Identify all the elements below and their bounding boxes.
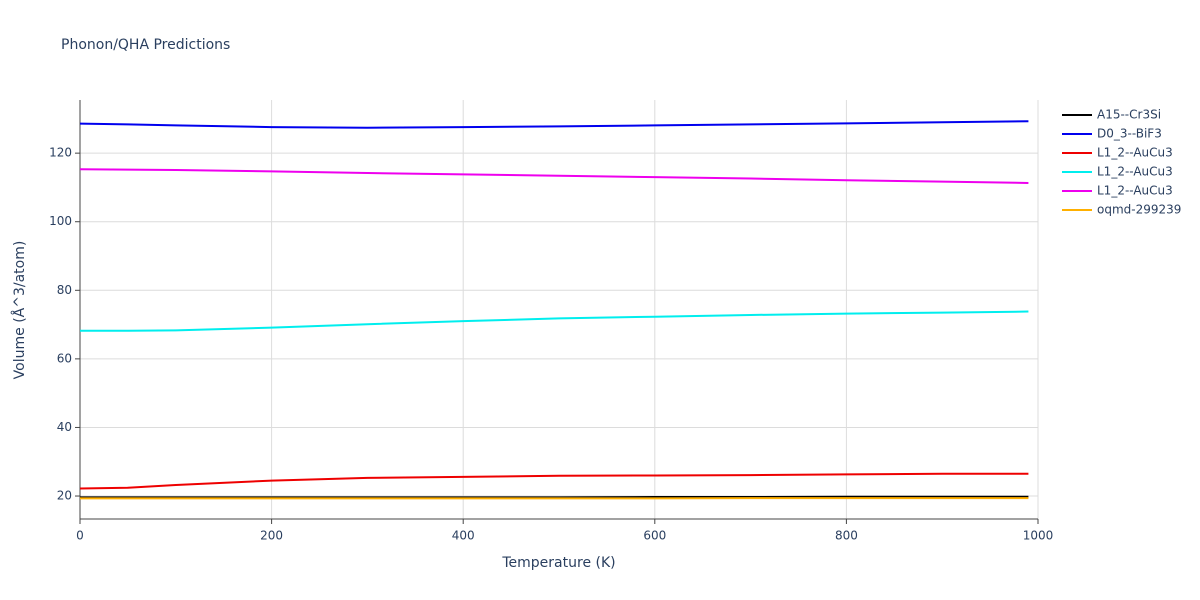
y-tick-label: 100 <box>49 214 72 228</box>
y-tick-label: 60 <box>57 351 72 365</box>
series-line <box>79 120 1029 129</box>
legend-label: L1_2--AuCu3 <box>1097 146 1173 160</box>
x-tick-label: 800 <box>835 529 858 543</box>
series-line <box>79 472 1029 490</box>
y-tick-label: 20 <box>57 489 72 503</box>
y-tick-label: 80 <box>57 283 72 297</box>
legend-label: A15--Cr3Si <box>1097 108 1161 122</box>
x-tick-label: 600 <box>643 529 666 543</box>
chart-title: Phonon/QHA Predictions <box>61 37 230 53</box>
legend-label: L1_2--AuCu3 <box>1097 165 1173 179</box>
x-tick-label: 200 <box>260 529 283 543</box>
x-tick-label: 400 <box>452 529 475 543</box>
x-tick-label: 1000 <box>1023 529 1054 543</box>
legend-label: oqmd-299239 <box>1097 203 1181 217</box>
y-axis-title: Volume (Å^3/atom) <box>11 241 28 380</box>
legend-label: L1_2--AuCu3 <box>1097 184 1173 198</box>
series-line <box>80 310 1029 332</box>
y-tick-label: 40 <box>57 420 72 434</box>
legend-label: D0_3--BiF3 <box>1097 127 1162 141</box>
series-line <box>80 495 1029 499</box>
x-tick-label: 0 <box>76 529 84 543</box>
series-line <box>79 168 1029 184</box>
x-axis-title: Temperature (K) <box>501 555 615 571</box>
y-tick-label: 120 <box>49 146 72 160</box>
